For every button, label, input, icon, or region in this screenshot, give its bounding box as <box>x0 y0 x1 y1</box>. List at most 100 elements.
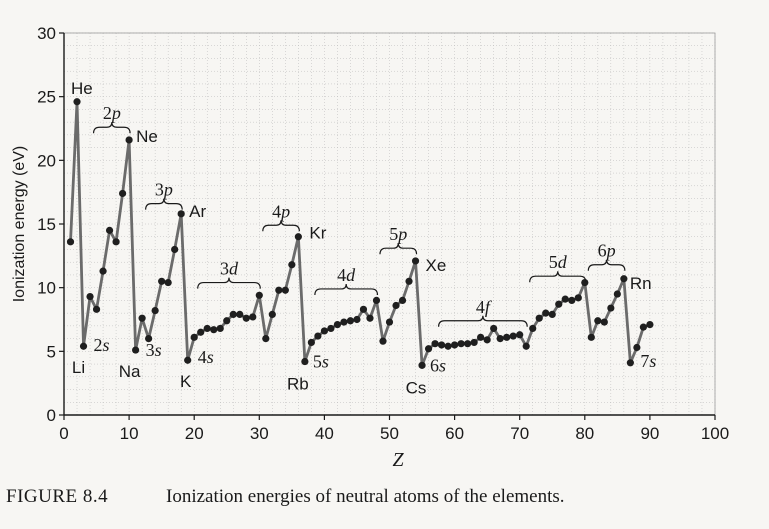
data-point <box>496 335 504 343</box>
data-point <box>203 324 211 333</box>
subshell-brace <box>145 198 183 210</box>
data-point <box>490 324 498 333</box>
data-point <box>275 286 283 294</box>
data-point <box>216 324 224 333</box>
subshell-s-label: 5s <box>313 352 329 372</box>
subshell-label: 5p <box>389 224 407 244</box>
x-tick-label: 100 <box>701 424 729 443</box>
series-ionization-energy <box>66 98 654 369</box>
element-label: Ar <box>189 202 206 221</box>
data-point <box>561 295 569 303</box>
subshell-brace <box>92 122 131 134</box>
data-point <box>477 333 485 341</box>
data-point <box>138 314 146 322</box>
data-point <box>548 310 556 319</box>
figure-caption: Ionization energies of neutral atoms of … <box>166 486 565 507</box>
y-tick-label: 0 <box>47 406 56 425</box>
y-tick-label: 5 <box>47 342 56 361</box>
x-tick-label: 60 <box>445 424 464 443</box>
data-point <box>366 314 374 322</box>
data-point <box>99 267 107 275</box>
data-point <box>151 306 159 315</box>
data-point <box>294 233 302 241</box>
data-point <box>242 314 250 322</box>
y-tick-label: 10 <box>37 279 56 298</box>
data-point <box>314 332 322 340</box>
data-point <box>190 333 198 341</box>
element-label: K <box>180 372 192 391</box>
data-point <box>262 335 270 343</box>
data-point <box>607 304 615 312</box>
x-tick-label: 40 <box>315 424 334 443</box>
data-point <box>177 210 185 218</box>
data-point <box>145 335 153 343</box>
subshell-label: 3p <box>155 180 173 200</box>
data-point <box>587 333 595 341</box>
s-subshell-labels: 2s 3s 4s 5s 6s 7s <box>94 335 657 375</box>
subshell-label: 4d <box>337 265 356 285</box>
data-point <box>639 323 647 331</box>
data-point <box>281 286 289 294</box>
data-point <box>346 317 355 325</box>
data-point <box>184 356 192 364</box>
data-point <box>555 300 563 308</box>
data-point <box>229 310 237 319</box>
subshell-brace <box>314 283 379 295</box>
x-tick-label: 90 <box>640 424 659 443</box>
data-point <box>379 337 387 345</box>
data-point <box>86 292 94 301</box>
data-point <box>112 238 120 246</box>
element-label: Rb <box>287 375 309 394</box>
data-point <box>594 317 602 325</box>
y-tick-label: 30 <box>37 24 56 43</box>
y-tick-label: 20 <box>37 151 56 170</box>
data-point <box>340 318 348 326</box>
x-tick-label: 20 <box>185 424 204 443</box>
data-point <box>542 309 550 317</box>
data-point <box>125 136 133 144</box>
data-point <box>529 324 537 333</box>
data-point <box>405 277 413 285</box>
data-point <box>255 291 263 299</box>
x-axis-title: Z <box>392 449 404 471</box>
element-label: Xe <box>426 256 447 275</box>
data-point <box>372 296 381 304</box>
data-point <box>431 340 439 348</box>
data-point <box>132 346 140 354</box>
element-labels: He Li Ne Na Ar K Kr Rb Xe Cs Rn <box>71 79 652 398</box>
data-point <box>236 310 244 319</box>
data-point <box>66 238 75 246</box>
data-point <box>620 275 628 283</box>
data-point <box>470 338 478 347</box>
subshell-label: 2p <box>103 103 121 123</box>
data-point <box>451 341 459 349</box>
data-point <box>249 313 257 321</box>
data-point <box>516 331 524 339</box>
data-point <box>73 98 81 106</box>
data-point <box>457 340 465 348</box>
subshell-s-label: 2s <box>94 335 110 355</box>
x-tick-labels: 0 10 20 30 40 50 60 70 80 90 100 <box>59 415 729 443</box>
subshell-brace <box>437 315 528 327</box>
x-tick-label: 30 <box>250 424 269 443</box>
data-point <box>223 317 231 325</box>
data-point <box>307 338 315 347</box>
element-label: Na <box>119 362 141 381</box>
data-point <box>581 278 589 287</box>
data-point <box>411 257 420 265</box>
data-point <box>268 310 276 319</box>
data-point <box>320 327 328 335</box>
element-label: Kr <box>309 224 326 243</box>
subshell-s-label: 7s <box>640 351 656 371</box>
data-point <box>359 305 368 313</box>
data-point <box>164 278 172 287</box>
element-label: Cs <box>406 378 427 397</box>
data-point <box>509 332 517 340</box>
y-tick-label: 25 <box>37 88 56 107</box>
subshell-brace <box>587 259 626 271</box>
data-point <box>503 333 511 341</box>
subshell-label: 3d <box>220 259 239 279</box>
data-point <box>574 294 582 302</box>
subshell-s-label: 6s <box>430 355 446 375</box>
data-point <box>424 345 433 353</box>
